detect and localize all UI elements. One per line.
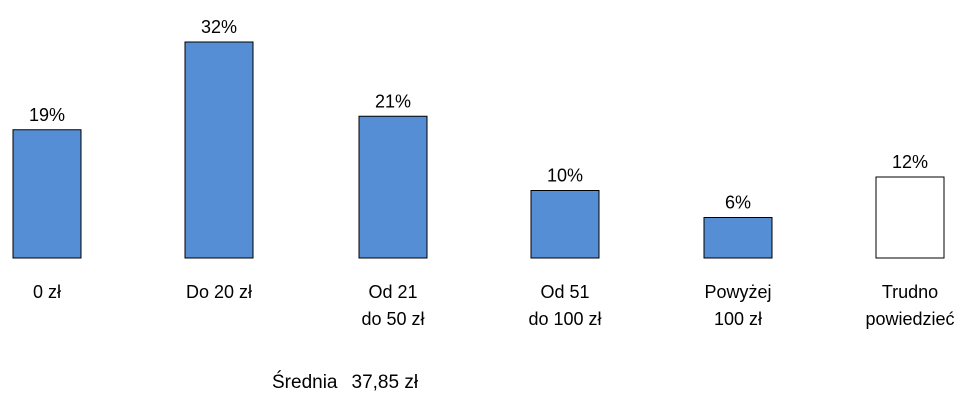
data-label-4: 6% bbox=[725, 193, 751, 213]
category-label-5: Trudno powiedzieć bbox=[865, 282, 954, 329]
data-label-5: 12% bbox=[892, 152, 928, 172]
category-label-0: 0 zł bbox=[33, 282, 61, 302]
category-label-line: Powyżej bbox=[704, 282, 771, 302]
data-label-0: 19% bbox=[29, 105, 65, 125]
average-value: 37,85 zł bbox=[351, 372, 419, 393]
category-label-line: powiedzieć bbox=[865, 309, 954, 329]
category-label-line: Od 51 bbox=[540, 282, 589, 302]
category-label-line: 100 zł bbox=[714, 309, 762, 329]
category-label-2: Od 21 do 50 zł bbox=[361, 282, 424, 329]
bar-1 bbox=[184, 41, 254, 259]
bar-3 bbox=[530, 190, 600, 259]
data-label-3: 10% bbox=[547, 166, 583, 186]
category-label-1: Do 20 zł bbox=[186, 282, 252, 302]
category-label-line: Od 21 bbox=[368, 282, 417, 302]
category-label-line: Do 20 zł bbox=[186, 282, 252, 302]
data-label-2: 21% bbox=[375, 91, 411, 111]
category-label-line: do 100 zł bbox=[528, 309, 601, 329]
bar-4 bbox=[703, 217, 773, 259]
bar-2 bbox=[358, 115, 428, 259]
category-label-3: Od 51 do 100 zł bbox=[528, 282, 601, 329]
average-label: Średnia bbox=[272, 372, 338, 393]
category-label-line: 0 zł bbox=[33, 282, 61, 302]
average-summary: Średnia 37,85 zł bbox=[272, 372, 418, 394]
data-label-1: 32% bbox=[201, 17, 237, 37]
category-label-line: Trudno bbox=[882, 282, 938, 302]
category-label-line: do 50 zł bbox=[361, 309, 424, 329]
bar-0 bbox=[12, 129, 82, 259]
category-label-4: Powyżej 100 zł bbox=[704, 282, 771, 329]
bar-5 bbox=[875, 176, 945, 259]
